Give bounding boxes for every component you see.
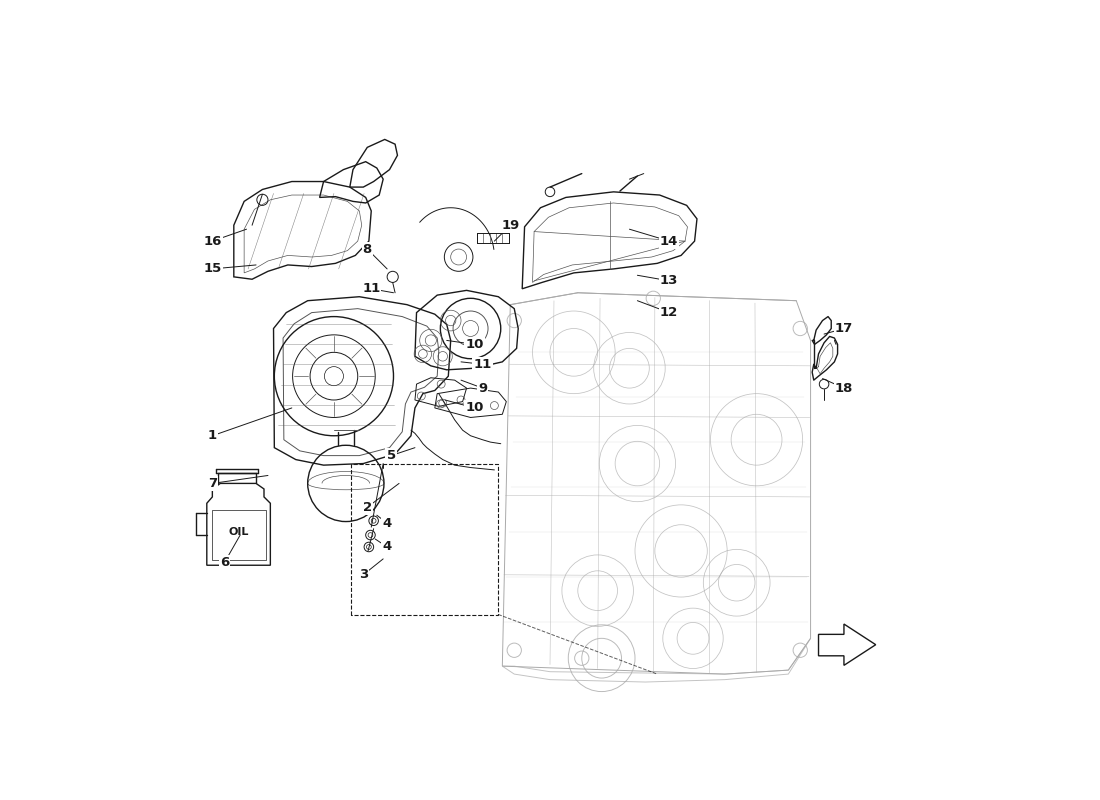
Text: 18: 18 bbox=[835, 382, 854, 394]
Text: 17: 17 bbox=[835, 322, 854, 335]
Text: 7: 7 bbox=[208, 477, 217, 490]
Text: 13: 13 bbox=[660, 274, 679, 287]
Text: 11: 11 bbox=[362, 282, 381, 295]
Text: 16: 16 bbox=[204, 234, 221, 248]
Text: 10: 10 bbox=[465, 338, 484, 351]
Text: 10: 10 bbox=[465, 402, 484, 414]
Text: 2: 2 bbox=[363, 501, 372, 514]
Text: 19: 19 bbox=[502, 218, 519, 232]
Text: OIL: OIL bbox=[229, 527, 249, 537]
Text: 3: 3 bbox=[359, 568, 367, 582]
Text: 4: 4 bbox=[383, 517, 392, 530]
Text: 11: 11 bbox=[473, 358, 492, 370]
Text: 12: 12 bbox=[660, 306, 679, 319]
Text: 5: 5 bbox=[386, 449, 396, 462]
Text: 1: 1 bbox=[208, 430, 217, 442]
Text: 9: 9 bbox=[477, 382, 487, 394]
Text: 15: 15 bbox=[204, 262, 221, 275]
Text: 14: 14 bbox=[660, 234, 679, 248]
Text: 8: 8 bbox=[363, 242, 372, 255]
Text: 4: 4 bbox=[383, 541, 392, 554]
Text: 6: 6 bbox=[220, 556, 229, 570]
